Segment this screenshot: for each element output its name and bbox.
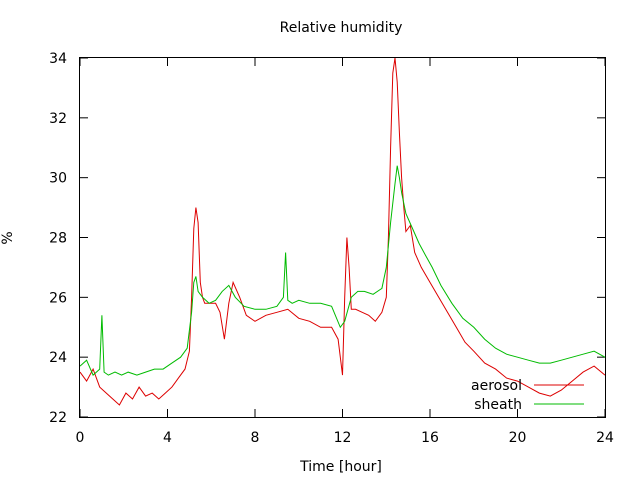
x-tick-label: 24 (596, 430, 614, 446)
y-tick-label: 26 (49, 290, 67, 306)
axis-ticks: 0 4 8 12 16 20 24 22 24 26 28 30 32 34 (49, 51, 614, 446)
x-tick-label: 16 (421, 430, 439, 446)
y-tick-label: 28 (49, 231, 67, 247)
x-tick-label: 4 (163, 430, 172, 446)
series-line-sheath (79, 165, 606, 376)
legend: aerosol sheath (471, 378, 584, 413)
plot-frame (79, 57, 606, 418)
x-tick-label: 20 (509, 430, 527, 446)
plot-area (79, 57, 606, 406)
y-tick-label: 24 (49, 350, 67, 366)
y-tick-label: 34 (49, 51, 67, 67)
series-line-aerosol (79, 57, 606, 406)
x-axis-label: Time [hour] (299, 459, 382, 475)
legend-label-aerosol: aerosol (471, 378, 522, 394)
chart-title: Relative humidity (280, 20, 403, 36)
y-tick-label: 30 (49, 171, 67, 187)
y-tick-label: 22 (49, 410, 67, 426)
x-tick-label: 0 (76, 430, 85, 446)
x-tick-label: 8 (251, 430, 260, 446)
x-tick-label: 12 (334, 430, 352, 446)
y-tick-label: 32 (49, 111, 67, 127)
legend-label-sheath: sheath (474, 397, 522, 413)
y-axis-label: % (0, 231, 16, 244)
